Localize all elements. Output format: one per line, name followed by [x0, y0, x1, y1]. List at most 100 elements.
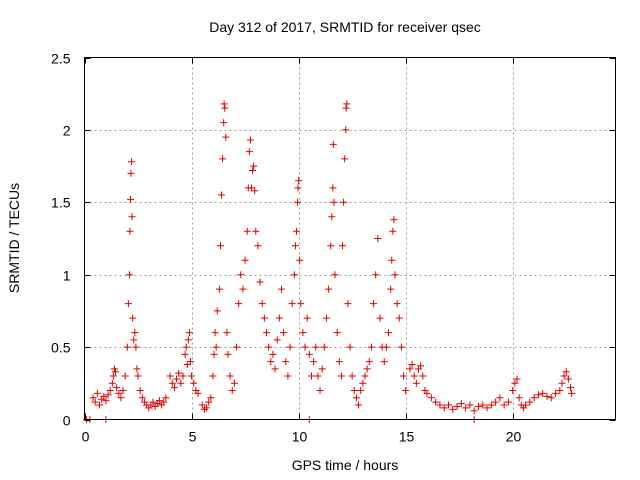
data-point — [359, 379, 367, 387]
data-point — [130, 336, 138, 344]
data-point — [372, 271, 380, 279]
data-point — [400, 372, 408, 380]
data-point — [389, 227, 397, 235]
data-point — [406, 365, 414, 373]
data-point — [534, 391, 542, 399]
data-point — [128, 158, 136, 166]
x-tick-label: 0 — [82, 429, 90, 445]
data-point — [408, 360, 416, 368]
data-point — [219, 155, 227, 163]
data-point — [346, 343, 354, 351]
data-point — [121, 372, 129, 380]
data-point — [419, 372, 427, 380]
data-point — [547, 394, 555, 402]
data-point — [123, 343, 131, 351]
data-point — [246, 136, 254, 144]
data-point — [417, 362, 425, 370]
data-point — [209, 372, 217, 380]
data-point — [182, 343, 190, 351]
data-point — [230, 379, 238, 387]
data-point — [115, 389, 123, 397]
y-tick-label: 1.5 — [51, 195, 71, 211]
data-point — [292, 227, 300, 235]
y-tick-label: 2 — [63, 123, 71, 139]
data-point — [500, 401, 508, 409]
data-point — [239, 285, 247, 293]
data-point — [168, 379, 176, 387]
data-point — [273, 336, 281, 344]
data-point — [149, 398, 157, 406]
data-point — [288, 300, 296, 308]
data-point — [275, 314, 283, 322]
data-point — [110, 365, 118, 373]
data-point — [126, 227, 134, 235]
data-point — [127, 195, 135, 203]
data-point — [509, 387, 517, 395]
data-point — [181, 350, 189, 358]
data-point — [556, 387, 564, 395]
data-point — [412, 379, 420, 387]
data-point — [132, 343, 140, 351]
data-point — [361, 372, 369, 380]
data-point — [357, 387, 365, 395]
data-point — [233, 343, 241, 351]
data-point — [109, 372, 117, 380]
data-point — [391, 271, 399, 279]
data-point — [155, 397, 163, 405]
y-tick-label: 1 — [63, 268, 71, 284]
data-point — [303, 314, 311, 322]
data-point — [341, 155, 349, 163]
data-point — [184, 336, 192, 344]
data-point — [522, 401, 530, 409]
data-point — [492, 398, 500, 406]
data-point — [457, 400, 465, 408]
data-point — [235, 300, 243, 308]
data-point — [93, 389, 101, 397]
data-point — [432, 398, 440, 406]
data-point — [410, 372, 418, 380]
data-point — [136, 387, 144, 395]
data-point — [479, 401, 487, 409]
data-point — [207, 394, 215, 402]
data-point — [543, 392, 551, 400]
data-point — [440, 404, 448, 412]
data-point — [339, 242, 347, 250]
data-point — [331, 271, 339, 279]
x-tick-label: 10 — [292, 429, 308, 445]
data-point — [226, 372, 234, 380]
data-point — [327, 242, 335, 250]
data-point — [220, 119, 228, 127]
data-point — [564, 375, 572, 383]
data-point — [367, 343, 375, 351]
x-tick-label: 15 — [399, 429, 415, 445]
data-point — [106, 387, 114, 395]
data-point — [474, 402, 482, 410]
data-point — [328, 213, 336, 221]
data-point — [388, 256, 396, 264]
data-point — [314, 372, 322, 380]
data-point — [370, 300, 378, 308]
data-point — [215, 285, 223, 293]
data-point — [284, 372, 292, 380]
data-point — [397, 343, 405, 351]
y-tick-label: 2.5 — [51, 51, 71, 67]
data-point — [185, 329, 193, 337]
data-point — [390, 216, 398, 224]
data-point — [267, 358, 275, 366]
data-point — [280, 329, 288, 337]
data-point — [203, 404, 211, 412]
data-point — [291, 242, 299, 250]
data-point — [294, 198, 302, 206]
data-point — [223, 329, 231, 337]
data-point — [89, 394, 97, 402]
data-point — [220, 100, 228, 108]
data-point — [104, 391, 112, 399]
data-point — [453, 402, 461, 410]
data-point — [162, 394, 170, 402]
y-axis-tick-labels: 0 0.5 1 1.5 2 2.5 — [51, 51, 71, 429]
data-point — [568, 389, 576, 397]
data-point — [393, 300, 401, 308]
data-points — [83, 100, 576, 423]
data-point — [337, 372, 345, 380]
data-point — [125, 271, 133, 279]
